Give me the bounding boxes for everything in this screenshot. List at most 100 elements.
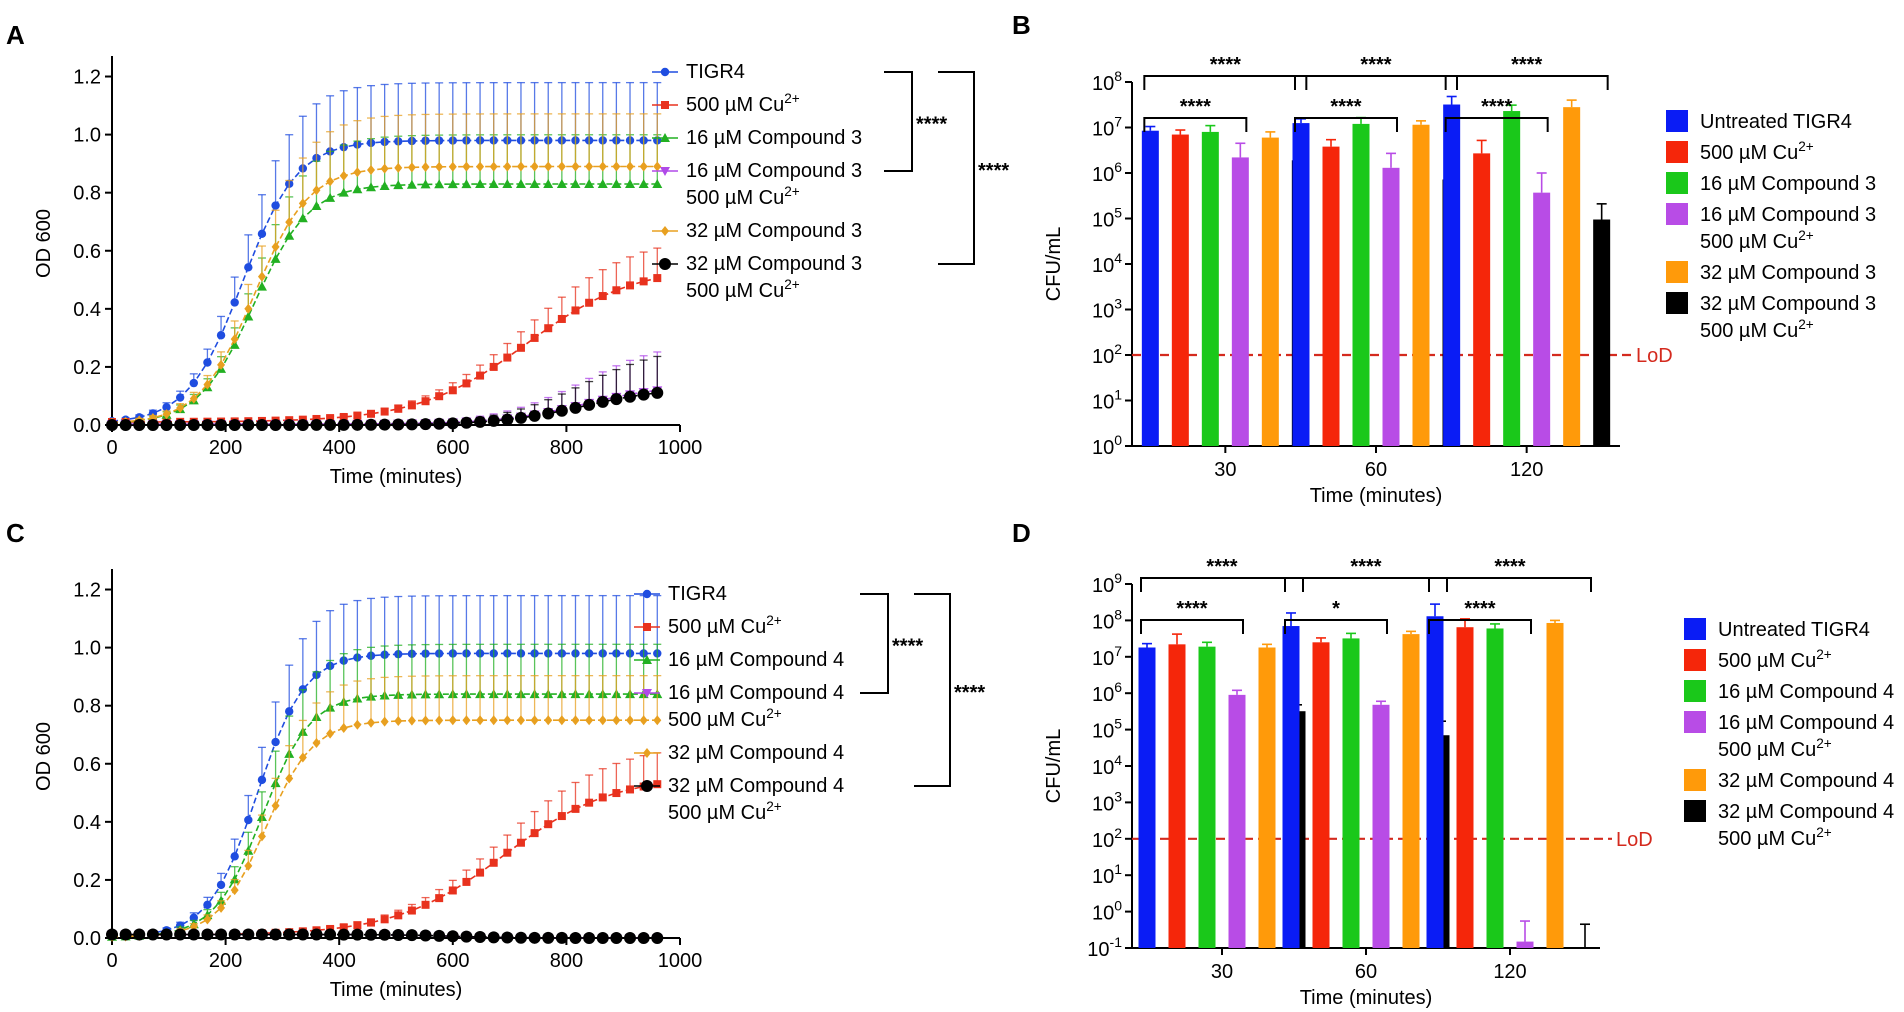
data-point — [326, 728, 335, 739]
data-point — [448, 886, 457, 895]
legend-label: TIGR4 — [668, 583, 727, 605]
exponent: 9 — [1114, 570, 1122, 586]
data-point — [557, 812, 566, 821]
data-point — [271, 737, 280, 747]
exponent: 5 — [1114, 205, 1122, 221]
bar-bar_purple — [1382, 167, 1400, 446]
data-point — [312, 185, 321, 196]
data-point — [351, 928, 364, 941]
data-point — [612, 715, 621, 726]
data-point — [597, 178, 608, 188]
bar-bar_green — [1201, 131, 1219, 446]
data-point — [176, 403, 185, 414]
comparison-bracket — [1428, 619, 1532, 634]
data-point — [146, 928, 159, 941]
legend-label: 16 µM Compound 3 — [1700, 204, 1876, 226]
legend-marker — [641, 780, 653, 792]
data-point — [339, 412, 348, 421]
data-point — [544, 161, 553, 172]
legend-label: 16 µM Compound 3 — [686, 160, 862, 182]
comparison-label: **** — [1180, 96, 1211, 118]
significance-label: **** — [892, 636, 923, 658]
bar-bar_orange — [1412, 124, 1430, 446]
data-point — [489, 161, 498, 172]
y-tick-label: 104 — [1092, 250, 1122, 277]
data-point — [283, 928, 296, 941]
data-point — [203, 914, 212, 925]
data-point — [421, 397, 430, 406]
data-point — [653, 780, 662, 789]
bar-bar_black — [1593, 219, 1611, 446]
legend-entry-c32: 32 µM Compound 3 — [652, 220, 862, 242]
series-c32 — [108, 675, 662, 942]
data-point — [217, 902, 226, 913]
data-point — [652, 178, 663, 188]
panel-b-letter: B — [1012, 10, 1031, 40]
data-point — [530, 161, 539, 172]
data-point — [462, 715, 471, 726]
data-point — [530, 715, 539, 726]
series-line — [111, 165, 658, 424]
data-point — [271, 201, 280, 210]
data-point — [489, 858, 498, 867]
significance-label: **** — [978, 160, 1009, 182]
series-line — [111, 693, 658, 938]
data-point — [407, 401, 416, 410]
x-axis-title: Time (minutes) — [1300, 987, 1433, 1009]
data-point — [352, 184, 363, 194]
data-point — [612, 789, 621, 798]
data-point — [296, 928, 309, 941]
comparison-bracket — [1140, 577, 1304, 592]
y-tick-label: 0.6 — [73, 241, 101, 263]
y-tick-label: 0.8 — [73, 183, 101, 205]
data-point — [475, 179, 486, 189]
legend-label: 500 µM Cu2+ — [1700, 228, 1814, 253]
data-point — [516, 343, 525, 352]
data-point — [516, 161, 525, 172]
data-point — [488, 179, 499, 189]
data-point — [612, 161, 621, 172]
data-point — [516, 715, 525, 726]
data-point — [612, 286, 621, 295]
bar-bar_blue — [1292, 123, 1310, 447]
x-tick-label: 120 — [1493, 961, 1526, 983]
bar-bar_purple — [1372, 704, 1390, 948]
bar-bar_green — [1486, 628, 1504, 948]
data-point — [515, 178, 526, 188]
superscript: 2+ — [1798, 317, 1814, 332]
y-tick-label: 100 — [1092, 432, 1122, 459]
data-point — [516, 838, 525, 847]
legend-label: 32 µM Compound 4 — [1718, 770, 1894, 792]
data-point — [626, 281, 635, 290]
data-point — [257, 831, 266, 842]
legend-swatch — [1684, 649, 1706, 671]
data-point — [230, 852, 239, 861]
data-point — [365, 928, 378, 941]
superscript: 2+ — [766, 706, 782, 721]
data-point — [448, 161, 457, 172]
data-point — [242, 928, 255, 941]
data-point — [596, 931, 609, 944]
significance-bracket — [914, 593, 951, 787]
bar-bar_red — [1456, 627, 1474, 948]
legend-marker — [660, 167, 670, 176]
data-point — [528, 931, 541, 944]
data-point — [624, 390, 637, 403]
legend-marker — [642, 589, 652, 599]
data-point — [571, 804, 580, 813]
x-tick-label: 30 — [1214, 459, 1236, 481]
bar-bar_orange — [1261, 137, 1279, 446]
data-point — [174, 928, 187, 941]
data-point — [269, 418, 282, 431]
x-tick-label: 0 — [106, 437, 117, 459]
exponent: 0 — [1114, 432, 1122, 448]
legend-label: 32 µM Compound 3 — [1700, 262, 1876, 284]
data-point — [119, 418, 132, 431]
data-point — [187, 928, 200, 941]
x-tick-label: 800 — [550, 437, 583, 459]
data-point — [174, 418, 187, 431]
data-point — [367, 409, 376, 418]
y-tick-label: 0.0 — [73, 415, 101, 437]
data-point — [270, 253, 281, 263]
